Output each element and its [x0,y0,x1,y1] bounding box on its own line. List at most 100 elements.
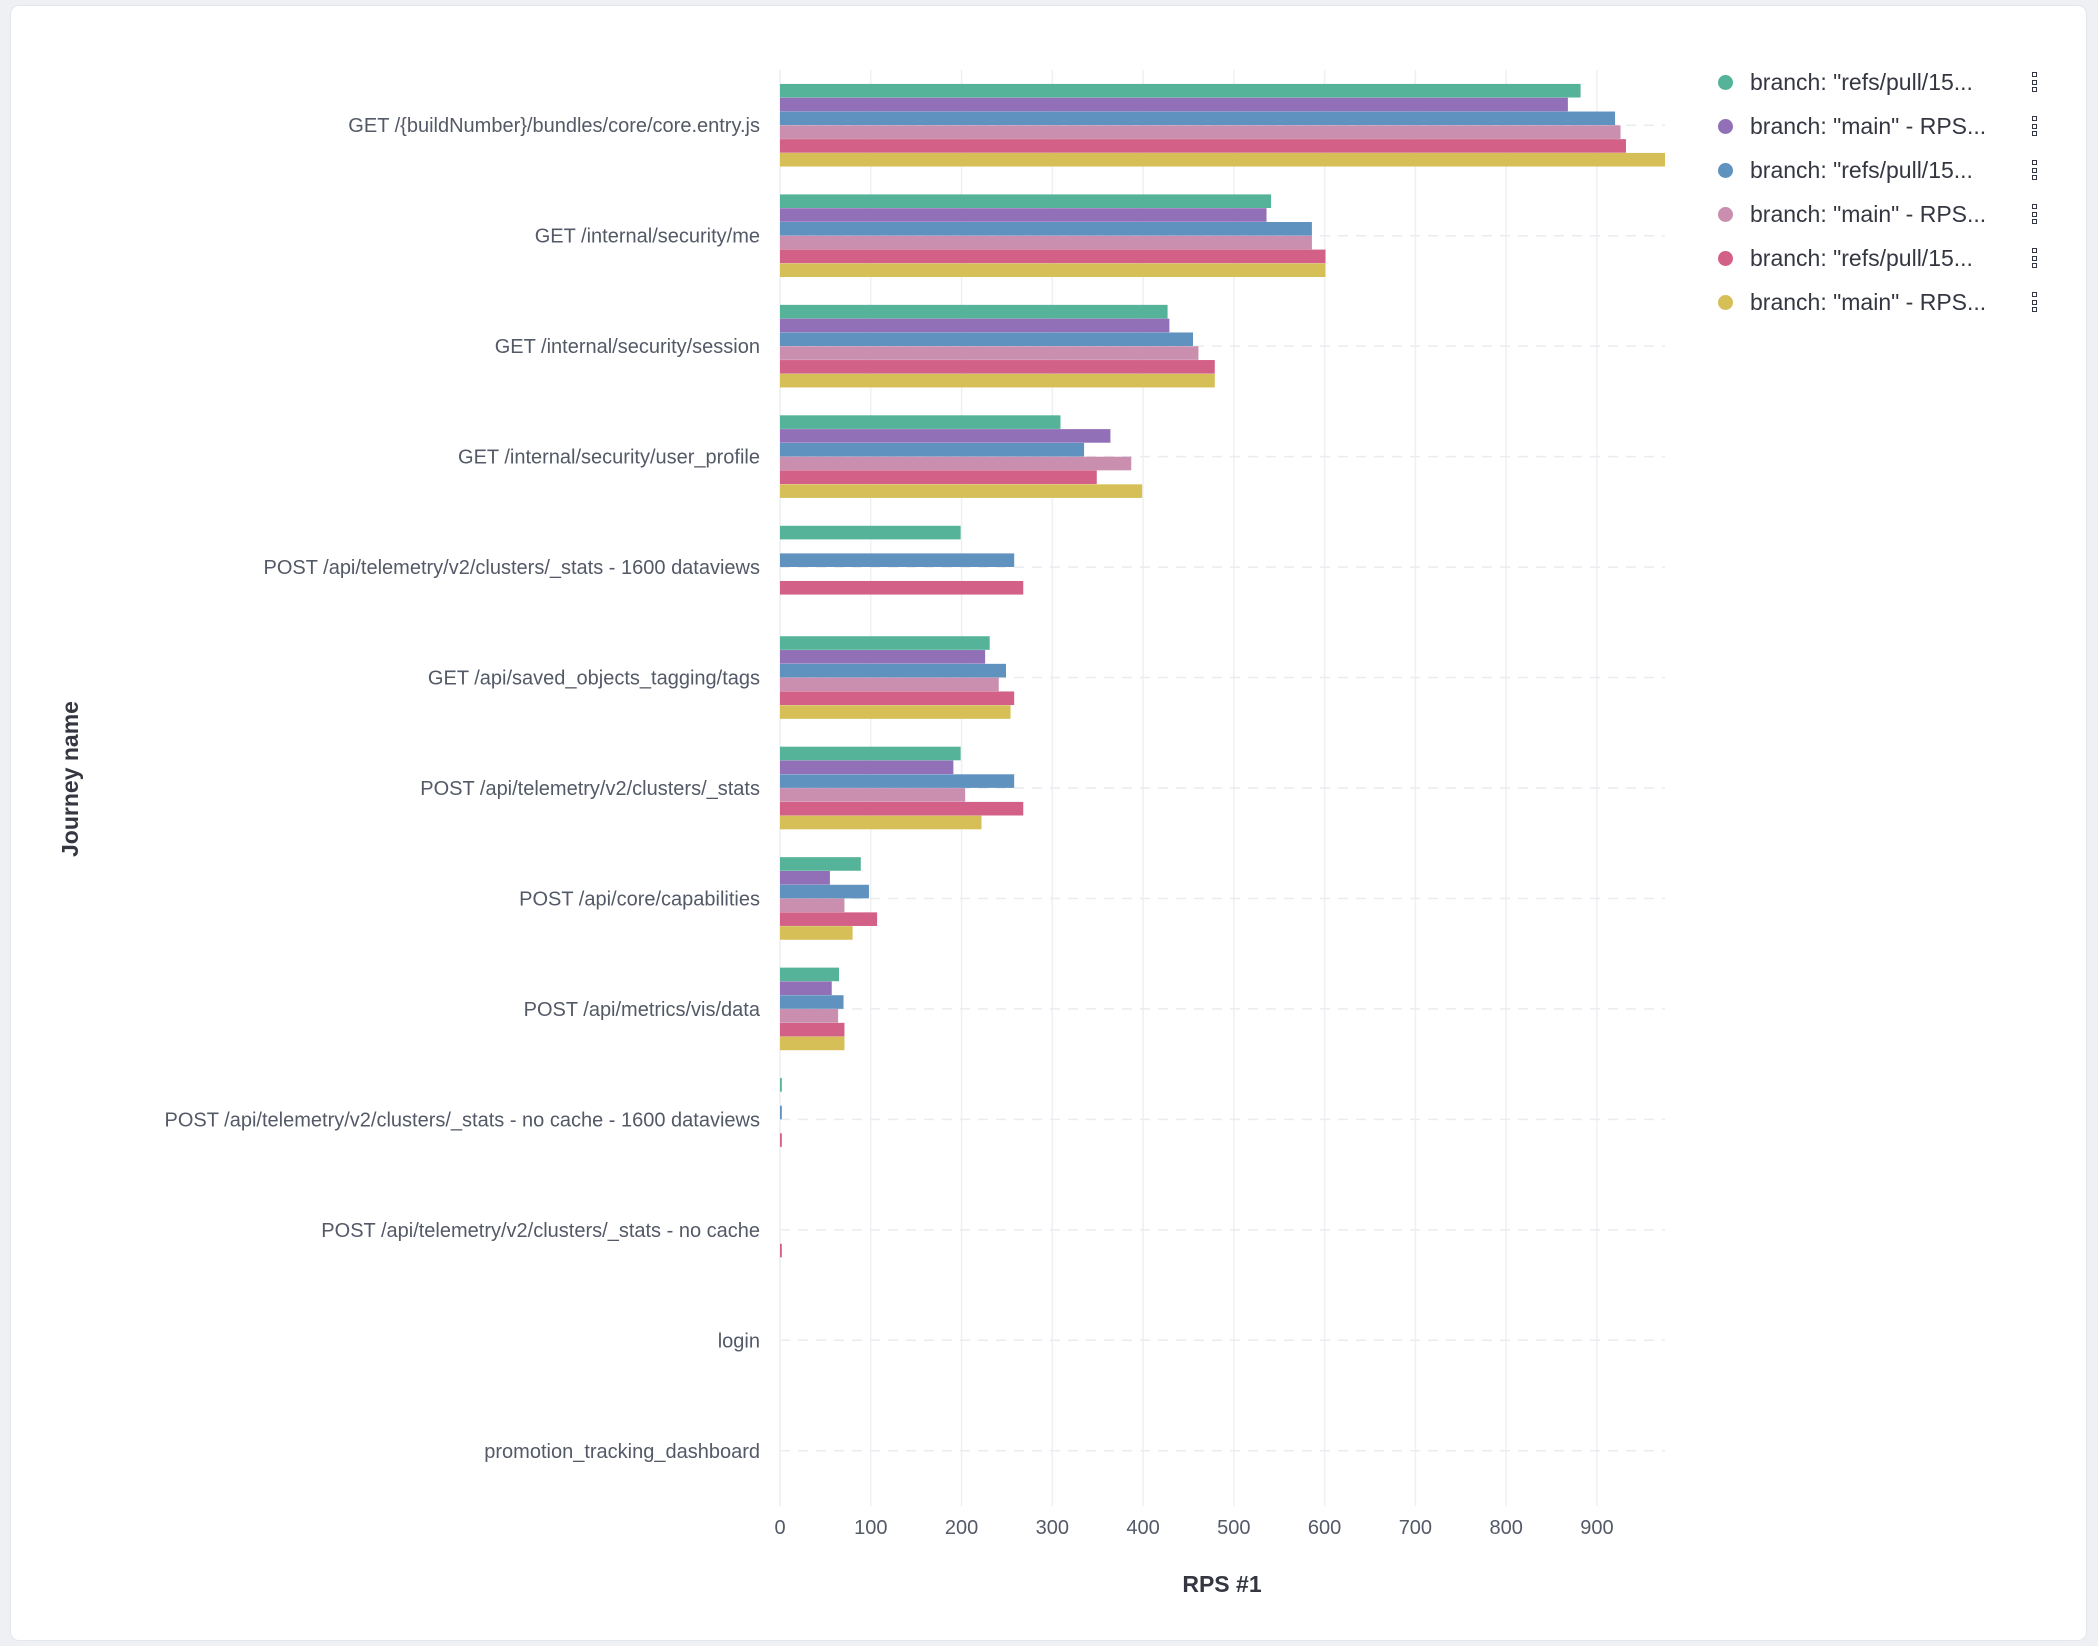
bar[interactable] [780,981,832,996]
legend-color-dot [1718,162,1733,178]
bar[interactable] [780,484,1143,498]
bar[interactable] [780,663,1007,678]
bar[interactable] [780,152,1665,167]
bar[interactable] [780,1036,845,1051]
bar[interactable] [780,125,1621,139]
y-axis-title: Journey name [57,701,83,857]
category-label: POST /api/telemetry/v2/clusters/_stats -… [165,1109,760,1131]
category-label: GET /internal/security/me [535,226,760,248]
bar[interactable] [780,967,839,982]
x-tick-label: 200 [945,1517,978,1539]
bar[interactable] [780,360,1215,374]
bar[interactable] [780,346,1199,360]
bar[interactable] [780,456,1132,471]
legend-actions-icon[interactable] [2030,116,2038,136]
category-label: login [718,1330,760,1352]
category-label: POST /api/telemetry/v2/clusters/_stats [420,778,760,800]
category-label: POST /api/telemetry/v2/clusters/_stats -… [263,557,760,579]
category-label: POST /api/metrics/vis/data [524,999,761,1021]
bar[interactable] [780,525,961,540]
x-tick-label: 700 [1399,1517,1432,1539]
bar[interactable] [780,553,1015,567]
category-label: POST /api/telemetry/v2/clusters/_stats -… [321,1220,760,1242]
bar[interactable] [780,373,1215,388]
bar[interactable] [780,898,845,913]
legend-label: branch: "refs/pull/15... [1750,244,1973,271]
legend-label: branch: "refs/pull/15... [1750,156,1973,183]
bar[interactable] [780,263,1326,277]
bar[interactable] [780,926,853,940]
legend-item[interactable]: branch: "refs/pull/15... [1718,148,2058,192]
legend-actions-icon[interactable] [2030,204,2038,224]
category-label: GET /internal/security/session [495,336,760,358]
category-label: POST /api/core/capabilities [519,888,760,910]
bar[interactable] [780,1105,782,1120]
bar[interactable] [780,912,878,926]
bar[interactable] [780,815,982,830]
legend-color-dot [1718,118,1733,134]
legend-item[interactable]: branch: "main" - RPS... [1718,104,2058,148]
grid [779,70,1665,1506]
bar[interactable] [780,995,844,1009]
bar[interactable] [780,208,1267,222]
bar[interactable] [780,705,1011,719]
category-label: promotion_tracking_dashboard [484,1441,760,1463]
x-tick-label: 100 [854,1517,887,1539]
legend-actions-icon[interactable] [2030,248,2038,268]
bar[interactable] [780,760,954,775]
bar[interactable] [780,97,1568,112]
category-label: GET /internal/security/user_profile [458,447,760,469]
bar[interactable] [780,580,1024,595]
x-axis-title: RPS #1 [1182,1571,1261,1597]
legend-item[interactable]: branch: "main" - RPS... [1718,192,2058,236]
legend-item[interactable]: branch: "refs/pull/15... [1718,236,2058,280]
bars [780,83,1665,1258]
legend-label: branch: "refs/pull/15... [1750,68,1973,95]
bar[interactable] [780,1133,782,1147]
bar[interactable] [780,746,961,761]
bar[interactable] [780,318,1170,333]
bar[interactable] [780,111,1616,126]
bar[interactable] [780,139,1626,153]
legend-actions-icon[interactable] [2030,160,2038,180]
bar[interactable] [780,415,1061,429]
bar[interactable] [780,870,830,885]
legend-item[interactable]: branch: "main" - RPS... [1718,280,2058,324]
bar[interactable] [780,691,1015,706]
bar[interactable] [780,677,999,692]
bar[interactable] [780,332,1193,347]
bar[interactable] [780,249,1326,264]
legend-item[interactable]: branch: "refs/pull/15... [1718,60,2058,104]
legend-actions-icon[interactable] [2030,292,2038,312]
legend-label: branch: "main" - RPS... [1750,112,1987,139]
bar[interactable] [780,470,1097,485]
bar[interactable] [780,221,1312,236]
bar[interactable] [780,429,1111,443]
bar[interactable] [780,1022,845,1037]
bar[interactable] [780,1009,839,1023]
bar[interactable] [780,1078,782,1092]
bar[interactable] [780,788,966,802]
bar[interactable] [780,884,869,899]
bar[interactable] [780,774,1015,788]
bar[interactable] [780,83,1581,98]
bar[interactable] [780,304,1168,319]
bar[interactable] [780,235,1312,250]
bar[interactable] [780,1243,782,1258]
x-tick-label: 500 [1217,1517,1250,1539]
legend-label: branch: "main" - RPS... [1750,288,1987,315]
x-tick-label: 400 [1126,1517,1159,1539]
x-tick-labels: 0 100 200 300 400 500 600 700 800 900 [774,1517,1613,1539]
bar[interactable] [780,636,990,650]
x-tick-label: 300 [1036,1517,1069,1539]
bar[interactable] [780,650,986,664]
bar[interactable] [780,801,1024,816]
category-labels: GET /{buildNumber}/bundles/core/core.ent… [165,115,761,1463]
bar[interactable] [780,442,1085,457]
bar[interactable] [780,194,1272,208]
legend-color-dot [1718,294,1733,310]
legend-actions-icon[interactable] [2030,72,2038,92]
category-label: GET /{buildNumber}/bundles/core/core.ent… [348,115,760,137]
x-tick-label: 800 [1489,1517,1522,1539]
bar[interactable] [780,857,861,871]
